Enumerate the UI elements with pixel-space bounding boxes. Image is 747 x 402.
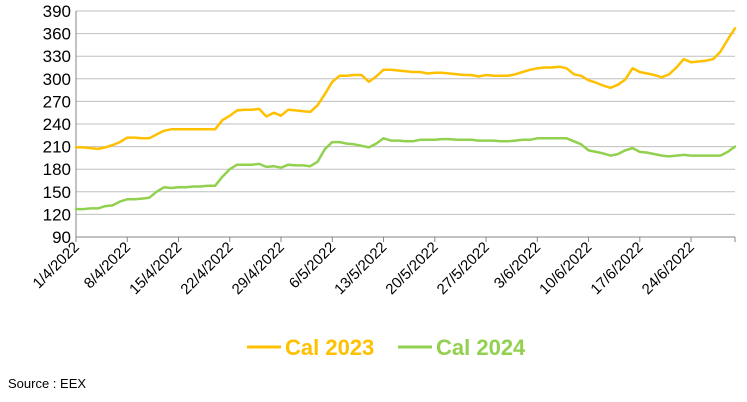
x-tick-label: 6/5/2022 (286, 239, 339, 292)
legend-label-cal-2023: Cal 2023 (285, 335, 374, 360)
series-line-cal-2023 (74, 27, 737, 151)
y-tick-label: 330 (43, 47, 71, 66)
x-tick-label: 15/4/2022 (126, 239, 185, 298)
legend: Cal 2023 Cal 2024 (247, 335, 526, 360)
x-tick-label: 8/4/2022 (81, 239, 134, 292)
legend-label-cal-2024: Cal 2024 (436, 335, 526, 360)
x-tick-label: 13/5/2022 (331, 239, 390, 298)
y-tick-label: 180 (43, 160, 71, 179)
y-tick-label: 360 (43, 25, 71, 44)
series-lines (74, 27, 737, 211)
series-line-cal-2024 (74, 137, 737, 211)
y-tick-label: 120 (43, 205, 71, 224)
gridlines (76, 10, 735, 215)
y-tick-label: 390 (43, 2, 71, 21)
x-tick-label: 17/6/2022 (587, 239, 646, 298)
x-tick-label: 20/5/2022 (382, 239, 441, 298)
y-axis-tick-labels: 90 120 150 180 210 240 270 300 330 360 390 (43, 2, 71, 247)
x-tick-label: 27/5/2022 (434, 239, 493, 298)
y-tick-label: 300 (43, 70, 71, 89)
y-tick-label: 270 (43, 92, 71, 111)
x-tick-label: 3/6/2022 (491, 239, 544, 292)
x-tick-label: 22/4/2022 (177, 239, 236, 298)
axes (75, 11, 736, 242)
x-tick-label: 24/6/2022 (639, 239, 698, 298)
y-tick-label: 210 (43, 138, 71, 157)
source-note: Source : EEX (8, 376, 87, 391)
y-tick-label: 240 (43, 115, 71, 134)
x-tick-label: 29/4/2022 (229, 239, 288, 298)
y-tick-label: 90 (52, 228, 71, 247)
y-tick-label: 150 (43, 183, 71, 202)
x-tick-label: 10/6/2022 (536, 239, 595, 298)
x-axis-tick-labels: 1/4/20228/4/202215/4/202222/4/202229/4/2… (30, 239, 698, 298)
